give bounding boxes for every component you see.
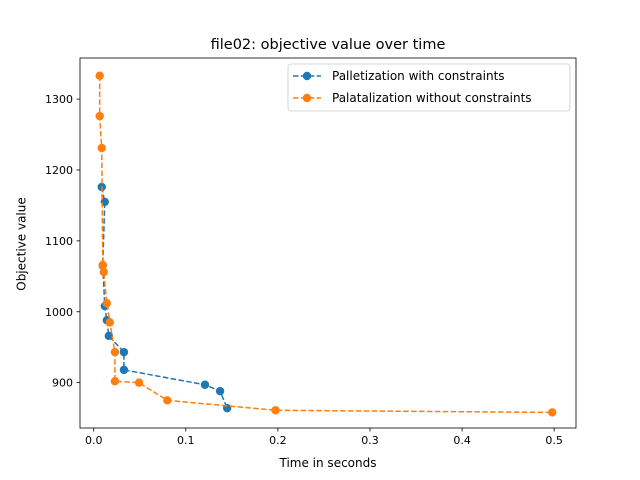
data-point-without-constraints [271,406,280,415]
x-tick-label: 0.0 [85,434,103,447]
data-point-with-constraints [200,380,210,389]
data-point-without-constraints [98,260,107,270]
legend-marker [302,71,312,81]
legend-box [287,63,571,112]
x-tick-label: 0.4 [453,434,471,447]
series-layer [95,71,557,417]
y-tick-label: 1300 [45,93,73,106]
x-tick-label: 0.3 [361,434,379,447]
data-point-without-constraints [95,111,104,121]
data-point-without-constraints [548,408,557,417]
x-axis-label: Time in seconds [279,456,377,470]
ticks-layer: 0.0 0.1 0.2 0.3 0.4 0.5 900 1000 1100 1200 1300 [45,93,563,447]
y-tick-label: 900 [52,377,73,390]
legend-label: Palatalization without constraints [332,91,532,105]
data-point-without-constraints [99,267,108,277]
y-axis-label: Objective value [15,197,29,291]
data-point-without-constraints [97,143,106,153]
x-tick-label: 0.2 [269,434,287,447]
data-point-without-constraints [110,377,120,386]
series-line-with-constraints [100,186,228,409]
y-tick-label: 1100 [45,235,73,248]
data-point-with-constraints [104,331,114,341]
data-point-with-constraints [215,386,225,396]
data-point-without-constraints [110,347,120,357]
chart-title: file02: objective value over time [211,37,446,53]
data-point-without-constraints [95,71,104,80]
data-point-without-constraints [163,396,172,405]
x-tick-label: 0.1 [177,434,195,447]
data-point-without-constraints [102,299,111,308]
data-point-with-constraints [119,365,129,375]
legend-label: Palletization with constraints [332,69,505,83]
data-point-with-constraints [119,347,129,357]
legend-marker [302,93,312,103]
y-tick-label: 1000 [45,306,73,319]
data-point-without-constraints [134,378,144,387]
data-point-without-constraints [105,318,115,327]
plot-frame [79,57,577,429]
x-tick-label: 0.5 [545,434,563,447]
y-tick-label: 1200 [45,164,73,177]
legend: Palletization with constraints Palataliza… [287,63,571,112]
